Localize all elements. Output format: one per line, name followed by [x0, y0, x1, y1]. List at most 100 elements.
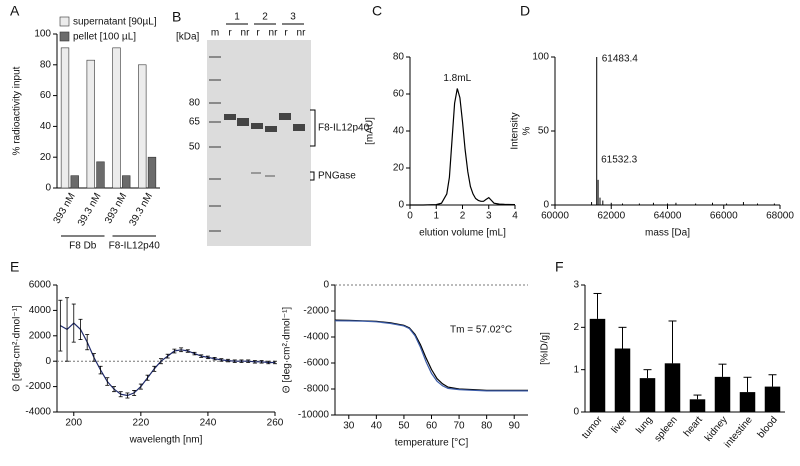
bar	[739, 392, 756, 412]
x-tick-label: 66000	[710, 211, 738, 222]
y-axis-label: Intensity	[510, 112, 521, 149]
lane-number: 3	[290, 12, 296, 23]
ladder-label: m	[211, 28, 219, 39]
x-tick-label: 80	[481, 421, 493, 432]
lane-number: 1	[234, 12, 240, 23]
y-tick-label: 6000	[29, 280, 52, 291]
legend-swatch	[59, 16, 70, 27]
y-tick-label: -4000	[25, 407, 51, 418]
y-tick-label: 40	[393, 126, 405, 137]
y-tick-label: 60	[393, 89, 405, 100]
lane-number: 2	[262, 12, 268, 23]
x-tick-label: 60	[426, 421, 438, 432]
lane-label: r	[228, 28, 232, 39]
peak-label: 61532.3	[601, 154, 638, 165]
gel-image	[207, 40, 311, 246]
y-axis-label: Θ [deg·cm²·dmol⁻¹]	[282, 307, 293, 394]
x-tick-label: 0	[407, 211, 413, 222]
x-tick-label: 50	[398, 421, 410, 432]
y-tick-label: 20	[40, 152, 52, 163]
y-tick-label: 0	[543, 200, 549, 211]
x-tick-label: 90	[509, 421, 521, 432]
y-tick-label: 40	[40, 121, 52, 132]
x-tick-label: spleen	[652, 415, 679, 445]
marker-label: 65	[189, 117, 201, 128]
x-tick-label: blood	[756, 415, 780, 441]
bar	[689, 399, 706, 412]
y-tick-label: 60	[40, 90, 52, 101]
bracket	[310, 109, 316, 147]
x-tick-label: liver	[610, 414, 631, 436]
y-tick-label: -10000	[298, 410, 330, 421]
x-tick-label: 3	[486, 211, 492, 222]
x-tick-label: tumor	[580, 414, 605, 441]
lane-label: nr	[269, 28, 279, 39]
bar	[764, 386, 781, 412]
lane-label: nr	[241, 28, 251, 39]
x-tick-label: 4	[512, 211, 518, 222]
x-tick-label: 260	[267, 418, 284, 429]
marker-label: 50	[189, 142, 201, 153]
group-label: F8 Db	[69, 241, 97, 252]
group-label: F8-IL12p40	[109, 241, 161, 252]
x-tick-label: 393 nM	[52, 191, 78, 225]
bar	[112, 47, 121, 189]
lane-label: nr	[297, 28, 307, 39]
bar	[147, 156, 157, 189]
y-tick-label: 0	[398, 200, 404, 211]
x-tick-label: 60000	[541, 211, 569, 222]
bar	[714, 376, 731, 412]
peak-label: 61483.4	[602, 54, 639, 65]
x-tick-label: 64000	[654, 211, 682, 222]
x-tick-label: 39.3 nM	[127, 191, 155, 228]
x-tick-label: 70	[454, 421, 466, 432]
y-tick-label: 50	[538, 126, 550, 137]
data-line	[410, 88, 516, 206]
y-axis-label: [mAU]	[365, 117, 376, 145]
bar	[138, 64, 147, 189]
x-tick-label: 1	[433, 211, 439, 222]
y-tick-label: 3	[573, 280, 579, 291]
bar	[96, 161, 105, 189]
bar	[589, 318, 606, 412]
y-tick-label: -2000	[25, 381, 51, 392]
data-line	[334, 320, 528, 392]
x-tick-label: heart	[682, 414, 705, 439]
legend-swatch	[59, 31, 70, 42]
y-axis-label: % radioactivity input	[12, 66, 23, 155]
y-tick-label: 0	[573, 407, 579, 418]
y-tick-label: -6000	[303, 358, 329, 369]
y-tick-label: 100	[34, 29, 51, 40]
panel-letter: F	[555, 259, 564, 275]
x-tick-label: 30	[343, 421, 355, 432]
y-tick-label: 2	[573, 322, 579, 333]
panel-letter: E	[10, 259, 19, 275]
y-tick-label: -2000	[303, 306, 329, 317]
annotation: 1.8mL	[443, 73, 471, 84]
bar	[70, 175, 79, 189]
y-tick-label: 2000	[29, 330, 52, 341]
legend-label: pellet [100 µL]	[73, 32, 136, 43]
y-axis-label: %	[522, 126, 533, 135]
gel-unit: [kDa]	[176, 32, 200, 43]
x-tick-label: lung	[634, 415, 655, 437]
data-line	[60, 322, 275, 397]
bar	[122, 175, 131, 189]
x-axis-label: elution volume [mL]	[419, 228, 506, 239]
x-axis-label: mass [Da]	[645, 228, 690, 239]
x-tick-label: 62000	[597, 211, 625, 222]
x-tick-label: 240	[200, 418, 217, 429]
bar	[86, 59, 95, 189]
bar	[60, 47, 70, 189]
panel-letter: C	[372, 3, 382, 19]
y-tick-label: 1	[573, 364, 579, 375]
y-tick-label: -4000	[303, 332, 329, 343]
x-tick-label: 40	[371, 421, 383, 432]
x-tick-label: 220	[133, 418, 150, 429]
y-axis-label: [%ID/g]	[540, 332, 551, 365]
bar	[614, 348, 631, 412]
bar	[664, 363, 681, 412]
legend-label: supernatant [90µL]	[73, 17, 157, 28]
x-tick-label: 200	[65, 418, 82, 429]
x-tick-label: 68000	[766, 211, 794, 222]
